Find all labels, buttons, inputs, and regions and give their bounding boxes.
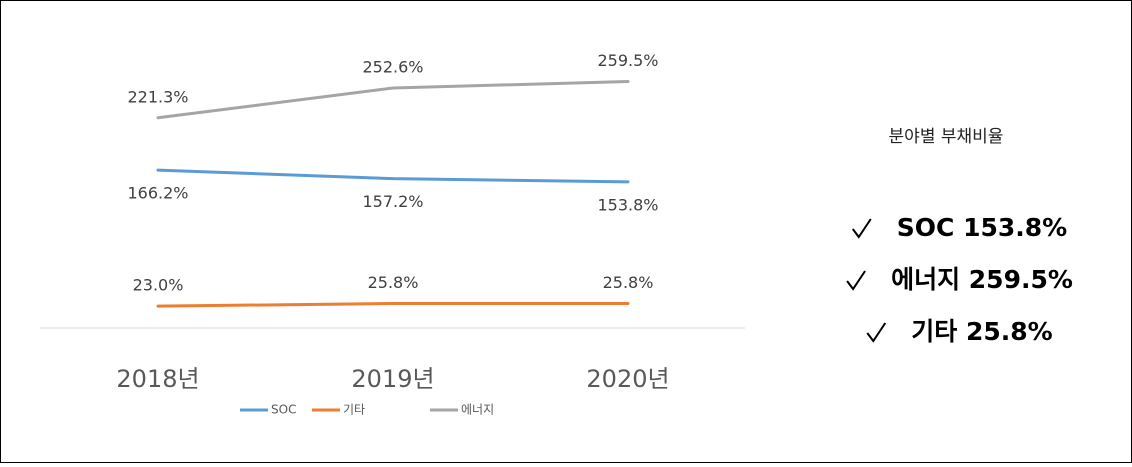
- data-label: 153.8%: [597, 195, 658, 214]
- data-label: 221.3%: [127, 87, 188, 106]
- panel-item-text: 에너지 259.5%: [891, 265, 1073, 294]
- check-icon: [851, 218, 872, 239]
- legend-label: SOC: [271, 403, 296, 417]
- data-label: 259.5%: [597, 51, 658, 70]
- panel-item: 기타 25.8%: [866, 317, 1053, 346]
- data-label: 25.8%: [603, 273, 654, 292]
- series-line: [156, 301, 630, 308]
- data-label: 25.8%: [368, 273, 419, 292]
- x-tick-label: 2019년: [351, 365, 434, 393]
- check-icon: [866, 322, 887, 343]
- panel-title: 분야별 부채비율: [889, 127, 1004, 147]
- data-label: 252.6%: [362, 58, 423, 77]
- panel-item-text: SOC 153.8%: [897, 213, 1067, 242]
- check-icon: [846, 270, 866, 291]
- panel-item: SOC 153.8%: [851, 213, 1067, 242]
- panel-item-text: 기타 25.8%: [911, 317, 1052, 346]
- x-tick-label: 2018년: [116, 365, 199, 393]
- x-tick-label: 2020년: [586, 365, 669, 393]
- data-label: 166.2%: [127, 184, 188, 203]
- legend-label: 기타: [343, 403, 365, 417]
- panel-item: 에너지 259.5%: [846, 265, 1073, 294]
- data-label: 23.0%: [133, 276, 184, 295]
- legend-label: 에너지: [461, 403, 494, 417]
- series-line: [156, 168, 630, 184]
- series-line: [156, 79, 630, 120]
- data-label: 157.2%: [362, 192, 423, 211]
- panel-items: SOC 153.8% 에너지 259.5% 기타 25.8%: [846, 213, 1073, 346]
